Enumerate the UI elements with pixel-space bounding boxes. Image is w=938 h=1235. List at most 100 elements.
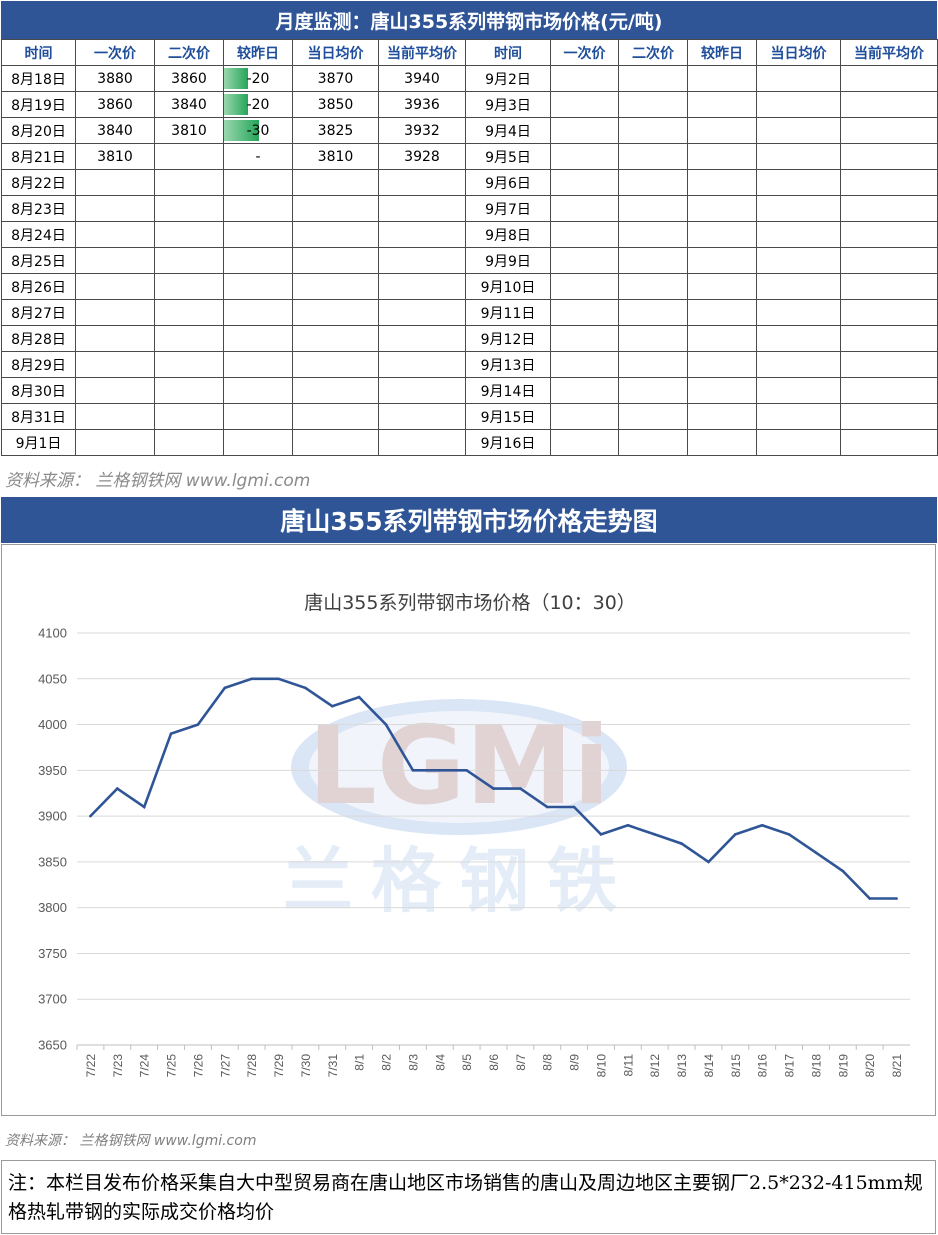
- value-cell: [292, 169, 379, 196]
- table-row: 8月21日 3810-3810 3928 9月5日: [1, 143, 938, 170]
- empty-cell: [618, 143, 688, 170]
- change-cell: [223, 429, 293, 456]
- column-header: 当前平均价: [840, 39, 938, 66]
- value-cell: [75, 299, 155, 326]
- date-cell: 9月16日: [465, 429, 551, 456]
- y-tick-label: 3700: [38, 992, 67, 1007]
- empty-cell: [756, 273, 841, 300]
- empty-cell: [840, 403, 938, 430]
- date-cell: 8月22日: [1, 169, 76, 196]
- x-tick-label: 8/1: [353, 1054, 367, 1071]
- value-cell: 3840: [75, 117, 155, 144]
- y-tick-label: 3650: [38, 1038, 67, 1053]
- date-cell: 9月2日: [465, 65, 551, 92]
- value-cell: [75, 247, 155, 274]
- data-point: [277, 677, 280, 681]
- data-point: [895, 897, 898, 900]
- table-row: 8月27日 9月11日: [1, 299, 938, 326]
- value-cell: [378, 325, 466, 352]
- change-cell: [223, 273, 293, 300]
- empty-cell: [756, 377, 841, 404]
- table-row: 9月1日 9月16日: [1, 429, 938, 456]
- x-tick-label: 7/31: [326, 1054, 340, 1078]
- x-tick-label: 8/21: [890, 1054, 904, 1078]
- x-tick-label: 8/13: [675, 1054, 689, 1078]
- empty-cell: [618, 325, 688, 352]
- value-cell: [75, 273, 155, 300]
- x-tick-label: 8/17: [783, 1054, 797, 1078]
- empty-cell: [840, 195, 938, 222]
- change-value: -: [255, 148, 261, 165]
- x-tick-label: 8/2: [380, 1054, 394, 1071]
- empty-cell: [756, 65, 841, 92]
- value-cell: [292, 273, 379, 300]
- value-cell: [378, 403, 466, 430]
- change-data-bar: [224, 68, 248, 89]
- source-note-bottom: 资料来源： 兰格钢铁网 www.lgmi.com: [5, 1133, 257, 1149]
- table-row: 8月25日 9月9日: [1, 247, 938, 274]
- change-value: -20: [246, 70, 270, 87]
- value-cell: [154, 377, 224, 404]
- change-cell: [223, 325, 293, 352]
- value-cell: [378, 195, 466, 222]
- empty-cell: [550, 247, 619, 274]
- x-tick-label: 7/30: [299, 1054, 313, 1078]
- empty-cell: [687, 377, 757, 404]
- column-header: 当日均价: [756, 39, 841, 66]
- empty-cell: [618, 403, 688, 430]
- value-cell: 3810: [75, 143, 155, 170]
- y-axis-labels: 3650 3700 3750 3800 3850 3900 3950 4000 4050 4100: [38, 626, 67, 1053]
- x-tick-label: 7/26: [191, 1054, 205, 1078]
- x-tick-label: 8/10: [594, 1054, 608, 1078]
- empty-cell: [550, 65, 619, 92]
- date-cell: 9月7日: [465, 195, 551, 222]
- x-tick-label: 7/25: [165, 1054, 179, 1078]
- value-cell: [154, 351, 224, 378]
- date-cell: 9月5日: [465, 143, 551, 170]
- value-cell: [378, 299, 466, 326]
- change-data-bar: [224, 94, 248, 115]
- empty-cell: [687, 143, 757, 170]
- value-cell: [292, 429, 379, 456]
- change-cell: [223, 299, 293, 326]
- empty-cell: [687, 299, 757, 326]
- change-cell: [223, 403, 293, 430]
- value-cell: 3880: [75, 65, 155, 92]
- watermark-logo-text: LGMi: [308, 704, 610, 829]
- empty-cell: [550, 169, 619, 196]
- empty-cell: [756, 429, 841, 456]
- value-cell: 3810: [154, 117, 224, 144]
- y-tick-label: 4000: [38, 717, 67, 732]
- change-value: -20: [246, 96, 270, 113]
- value-cell: [154, 429, 224, 456]
- value-cell: [292, 247, 379, 274]
- data-point: [572, 805, 576, 809]
- empty-cell: [840, 221, 938, 248]
- x-tick-label: 8/16: [756, 1054, 770, 1078]
- empty-cell: [618, 429, 688, 456]
- data-point: [653, 833, 656, 836]
- value-cell: [75, 429, 155, 456]
- watermark-name-text: 兰格钢铁: [283, 839, 635, 922]
- x-tick-label: 8/12: [648, 1054, 662, 1078]
- x-tick-label: 8/18: [809, 1054, 823, 1078]
- empty-cell: [618, 91, 688, 118]
- empty-cell: [550, 325, 619, 352]
- empty-cell: [687, 65, 757, 92]
- x-tick-label: 7/24: [138, 1054, 152, 1078]
- column-header: 时间: [465, 39, 551, 66]
- data-point: [304, 686, 307, 690]
- column-header: 一次价: [75, 39, 155, 66]
- series-points: [89, 677, 898, 900]
- empty-cell: [756, 143, 841, 170]
- empty-cell: [618, 377, 688, 404]
- empty-cell: [840, 247, 938, 274]
- empty-cell: [687, 429, 757, 456]
- x-tick-label: 8/8: [541, 1054, 555, 1071]
- value-cell: 3825: [292, 117, 379, 144]
- value-cell: 3870: [292, 65, 379, 92]
- y-tick-label: 4100: [38, 626, 67, 641]
- date-cell: 8月24日: [1, 221, 76, 248]
- column-header: 当前平均价: [378, 39, 466, 66]
- table-row: 8月20日 3840 3810 -30 3825 3932 9月4日: [1, 117, 938, 144]
